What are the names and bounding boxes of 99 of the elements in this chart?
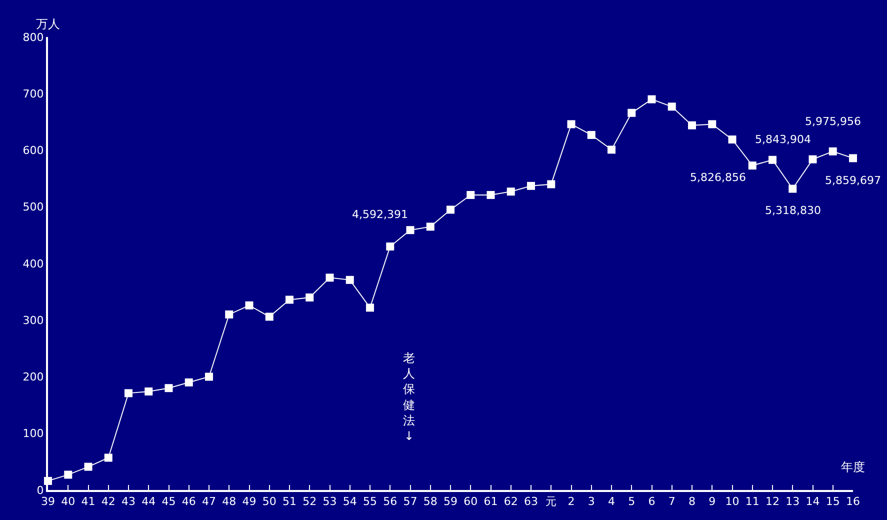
x-tick-label: 16 [846, 495, 860, 508]
y-tick-label: 300 [22, 314, 44, 327]
y-tick-label: 0 [36, 484, 44, 497]
x-tick-label: 58 [423, 495, 438, 508]
x-tick-label: 14 [806, 495, 820, 508]
annotation: 5,859,697 [825, 174, 881, 187]
x-tick-label: 46 [182, 495, 196, 508]
annotation: 5,975,956 [805, 115, 861, 128]
x-tick-label: 47 [202, 495, 216, 508]
x-tick-label: 44 [142, 495, 156, 508]
x-tick-label: 10 [725, 495, 740, 508]
point [849, 154, 857, 162]
x-tick-label: 2 [568, 495, 575, 508]
x-tick-label: 51 [282, 495, 296, 508]
x-tick-label: 元 [546, 495, 557, 508]
point [466, 190, 475, 199]
point [225, 310, 234, 318]
point [728, 135, 736, 144]
x-tick-label: 7 [668, 495, 676, 508]
y-tick-label: 500 [22, 200, 44, 214]
x-tick-label: 8 [688, 495, 696, 508]
point [587, 130, 596, 139]
x-tick-label: 6 [648, 495, 656, 508]
point [184, 378, 193, 386]
point [768, 156, 776, 164]
y-tick-label: 400 [22, 257, 44, 270]
point [286, 296, 294, 304]
point [64, 470, 72, 479]
point [306, 293, 314, 302]
x-tick-label: 57 [403, 495, 418, 508]
point [426, 222, 434, 231]
x-tick-label: 9 [708, 495, 716, 508]
x-tick-label: 63 [524, 495, 538, 508]
x-axis-title: 年度 [841, 460, 865, 474]
point [608, 146, 616, 154]
point [326, 274, 334, 282]
x-tick-label: 42 [101, 495, 116, 508]
point [265, 312, 274, 321]
x-tick-label: 55 [363, 495, 377, 508]
point [547, 180, 556, 188]
x-tick-label: 45 [162, 495, 176, 508]
y-tick-label: 600 [22, 144, 44, 158]
point [205, 372, 213, 381]
point [808, 155, 817, 164]
x-tick-label: 52 [302, 495, 317, 508]
y-tick-label: 100 [22, 427, 44, 440]
x-tick-label: 3 [588, 495, 595, 508]
x-tick-label: 12 [766, 495, 780, 508]
point [628, 108, 636, 117]
point [788, 184, 797, 193]
point [124, 389, 132, 398]
y-tick-label: 800 [22, 30, 44, 44]
point [648, 95, 656, 104]
x-tick-label: 4 [608, 495, 615, 508]
point [688, 121, 696, 130]
point [486, 190, 495, 199]
x-tick-label: 48 [222, 495, 236, 508]
point [84, 462, 92, 471]
annotation: 5,826,856 [690, 171, 746, 184]
x-tick-label: 60 [464, 495, 478, 508]
point [366, 304, 374, 312]
point [386, 242, 394, 251]
point [506, 188, 515, 196]
point [446, 206, 454, 214]
annotation: 5,318,830 [765, 204, 821, 217]
x-tick-label: 39 [41, 495, 55, 508]
x-tick-label: 56 [383, 495, 398, 508]
x-tick-label: 53 [322, 495, 337, 508]
point [144, 387, 153, 396]
x-tick-label: 49 [242, 495, 256, 508]
x-tick-label: 5 [628, 495, 636, 508]
y-tick-label: 200 [22, 370, 44, 384]
point [527, 182, 535, 190]
annotation: 4,592,391 [352, 208, 408, 221]
x-tick-label: 41 [81, 495, 96, 508]
point [406, 226, 414, 234]
point [245, 301, 254, 310]
x-tick-label: 59 [444, 495, 458, 508]
point [828, 147, 837, 156]
x-tick-label: 40 [61, 495, 76, 508]
x-tick-label: 62 [504, 495, 518, 508]
point [104, 454, 112, 462]
x-tick-label: 61 [484, 495, 498, 508]
x-tick-label: 13 [786, 495, 800, 508]
annotation: 5,843,904 [755, 133, 811, 146]
point [346, 276, 354, 284]
x-tick-label: 11 [745, 495, 760, 508]
y-tick-label: 700 [22, 87, 44, 100]
point [668, 102, 676, 111]
point [567, 120, 576, 128]
x-tick-label: 54 [342, 495, 357, 508]
point [748, 162, 756, 170]
x-tick-label: 15 [826, 495, 840, 508]
x-tick-label: 50 [262, 495, 276, 508]
point [708, 120, 716, 128]
x-tick-label: 43 [122, 495, 136, 508]
point [164, 384, 173, 392]
y-axis-title: 万人 [36, 17, 60, 31]
annotation: 老人保健法↓ [403, 351, 415, 443]
